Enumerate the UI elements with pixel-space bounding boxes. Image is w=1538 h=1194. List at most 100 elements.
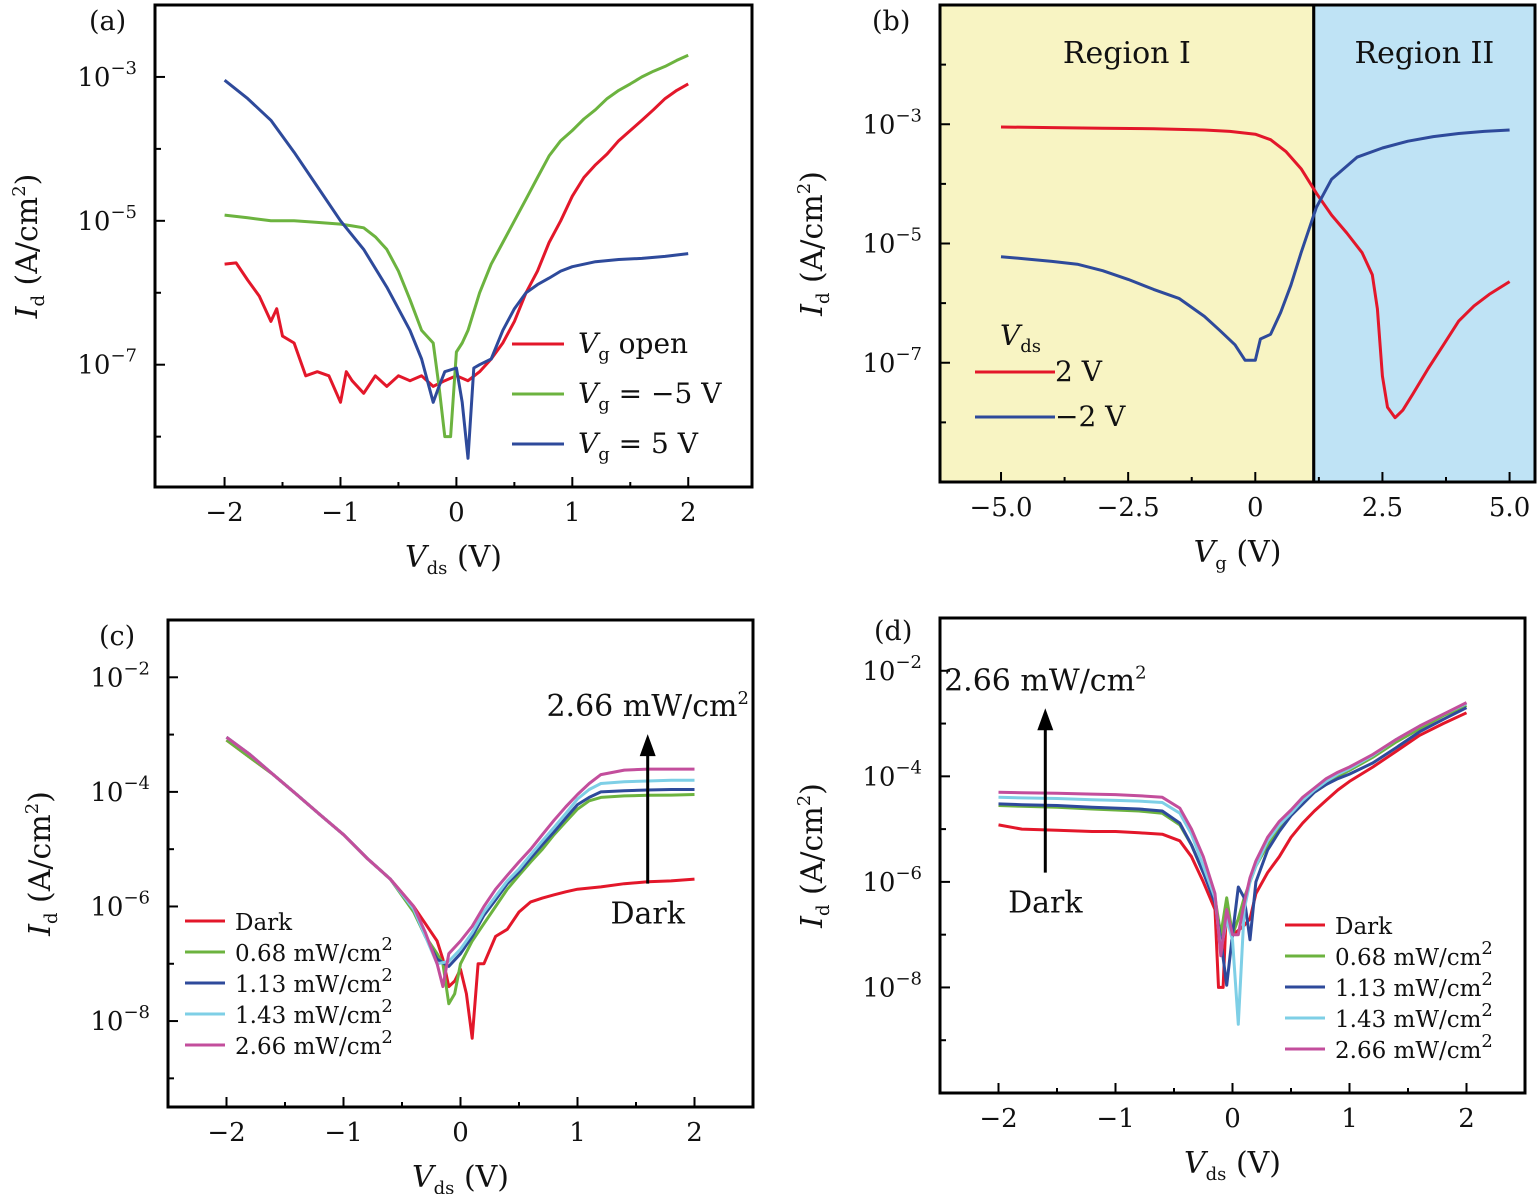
- y-tick-exponent: −7: [895, 344, 922, 365]
- arrow-top-text: 2.66 mW/cm: [546, 689, 737, 724]
- y-axis-unit-close: ): [23, 791, 58, 803]
- legend-entry-label: Vg = −5 V: [578, 377, 722, 415]
- legend-entry-label: 1.13 mW/cm2: [1335, 969, 1493, 1002]
- region-2-label: Region II: [1355, 36, 1495, 71]
- y-axis-label: Id (A/cm2): [794, 171, 834, 317]
- region-1-fill: [938, 3, 1316, 484]
- x-tick-label: 0: [448, 498, 465, 528]
- legend-title-symbol: V: [1000, 319, 1023, 352]
- x-tick-label: 1: [569, 1118, 586, 1148]
- x-axis-subscript: ds: [1206, 1164, 1227, 1185]
- legend-entry-label: 0.68 mW/cm2: [235, 934, 393, 967]
- series-group: [998, 701, 1468, 1026]
- series-line-b-1: [1000, 128, 1510, 362]
- y-tick-exponent: −2: [123, 658, 150, 679]
- y-tick-label: 10−7: [862, 344, 922, 379]
- y-axis-unit-close: ): [795, 171, 830, 183]
- legend-text: 1.43 mW/cm: [235, 1003, 382, 1029]
- y-axis-subscript: d: [813, 293, 834, 305]
- x-tick-label: −2.5: [1097, 493, 1160, 523]
- x-axis-unit: (V): [447, 540, 502, 575]
- series-line-c-4: [225, 735, 695, 989]
- panel-b: Region I Region II−5.0 −2.5 0 2.5 5.010−710−5…: [794, 3, 1537, 574]
- y-axis-unit-close: ): [795, 783, 830, 795]
- region-2-fill: [1312, 3, 1537, 484]
- legend-superscript: 2: [381, 965, 392, 986]
- arrow-top-superscript: 2: [737, 688, 748, 709]
- y-axis-unit-close: ): [10, 174, 45, 186]
- panel-label: (a): [89, 6, 126, 37]
- legend-superscript: 2: [381, 996, 392, 1017]
- x-tick-label: −2: [979, 1104, 1017, 1134]
- legend-entry-label: −2 V: [1055, 400, 1126, 433]
- y-tick-label: 10−3: [77, 58, 137, 93]
- y-axis-superscript: 2: [794, 183, 815, 194]
- x-tick-label: 5.0: [1489, 493, 1530, 523]
- x-axis-label: Vds (V): [1184, 1146, 1281, 1185]
- y-tick-exponent: −6: [123, 887, 150, 908]
- y-tick-base: 10: [90, 778, 123, 808]
- legend-text: 2.66 mW/cm: [235, 1034, 382, 1060]
- y-axis-label: Id (A/cm2): [794, 783, 834, 929]
- series-line-a-2: [223, 79, 689, 460]
- y-tick-exponent: −6: [895, 863, 922, 884]
- legend-superscript: 2: [381, 1027, 392, 1048]
- y-axis-superscript: 2: [9, 185, 30, 196]
- legend-title: Vds: [1000, 319, 1041, 357]
- arrow-bottom-label: Dark: [610, 897, 685, 932]
- y-tick-base: 10: [90, 892, 123, 922]
- legend-subscript: g: [598, 344, 610, 365]
- y-tick-base: 10: [862, 973, 895, 1003]
- legend-entry-label: 1.43 mW/cm2: [235, 996, 393, 1029]
- region-1-label: Region I: [1063, 36, 1191, 71]
- arrow-top-label: 2.66 mW/cm2: [546, 688, 748, 724]
- y-tick-exponent: −4: [123, 773, 150, 794]
- x-tick-label: 2.5: [1362, 493, 1403, 523]
- y-axis-unit: (A/cm: [23, 814, 58, 912]
- x-axis-symbol: V: [405, 540, 430, 575]
- legend-suffix: open: [610, 327, 688, 360]
- x-axis-symbol: V: [1194, 535, 1219, 570]
- legend-superscript: 2: [1481, 969, 1492, 990]
- intensity-arrow-head: [639, 734, 656, 757]
- legend-symbol: V: [578, 427, 601, 460]
- x-tick-label: −2: [205, 498, 243, 528]
- series-line-a-0: [224, 82, 689, 404]
- y-tick-label: 10−4: [862, 757, 922, 792]
- x-axis-subscript: ds: [427, 558, 448, 579]
- y-tick-label: 10−2: [90, 658, 150, 693]
- x-tick-label: 1: [1341, 1104, 1358, 1134]
- arrow-top-superscript: 2: [1135, 662, 1146, 683]
- y-axis-unit: (A/cm: [10, 197, 45, 295]
- y-axis-subscript: d: [41, 913, 62, 925]
- y-tick-label: 10−2: [862, 652, 922, 687]
- y-axis-superscript: 2: [794, 795, 815, 806]
- y-tick-base: 10: [862, 230, 895, 260]
- legend-text: Dark: [235, 910, 293, 936]
- legend-text: 1.43 mW/cm: [1335, 1007, 1482, 1033]
- legend-suffix: = −5 V: [610, 377, 722, 410]
- y-axis-symbol: I: [795, 303, 830, 317]
- y-tick-label: 10−5: [862, 225, 922, 260]
- legend-entry-label: 1.13 mW/cm2: [235, 965, 393, 998]
- y-axis-symbol: I: [23, 923, 58, 937]
- legend-entry-label: 2.66 mW/cm2: [1335, 1031, 1493, 1064]
- series-line-a-1: [224, 53, 689, 439]
- legend-subscript: g: [598, 444, 610, 465]
- x-axis-label: Vds (V): [412, 1160, 509, 1194]
- y-tick-base: 10: [90, 1007, 123, 1037]
- x-tick-label: −1: [324, 1118, 362, 1148]
- y-axis-symbol: I: [795, 915, 830, 929]
- y-tick-exponent: −4: [895, 757, 922, 778]
- legend-entry-label: 1.43 mW/cm2: [1335, 1000, 1493, 1033]
- legend-superscript: 2: [381, 934, 392, 955]
- legend-superscript: 2: [1481, 1031, 1492, 1052]
- x-axis-subscript: g: [1215, 553, 1227, 574]
- y-axis-label: Id (A/cm2): [9, 174, 49, 320]
- x-tick-label: 2: [1458, 1104, 1475, 1134]
- series-group: [1000, 125, 1511, 420]
- y-axis-subscript: d: [28, 295, 49, 307]
- y-tick-base: 10: [862, 762, 895, 792]
